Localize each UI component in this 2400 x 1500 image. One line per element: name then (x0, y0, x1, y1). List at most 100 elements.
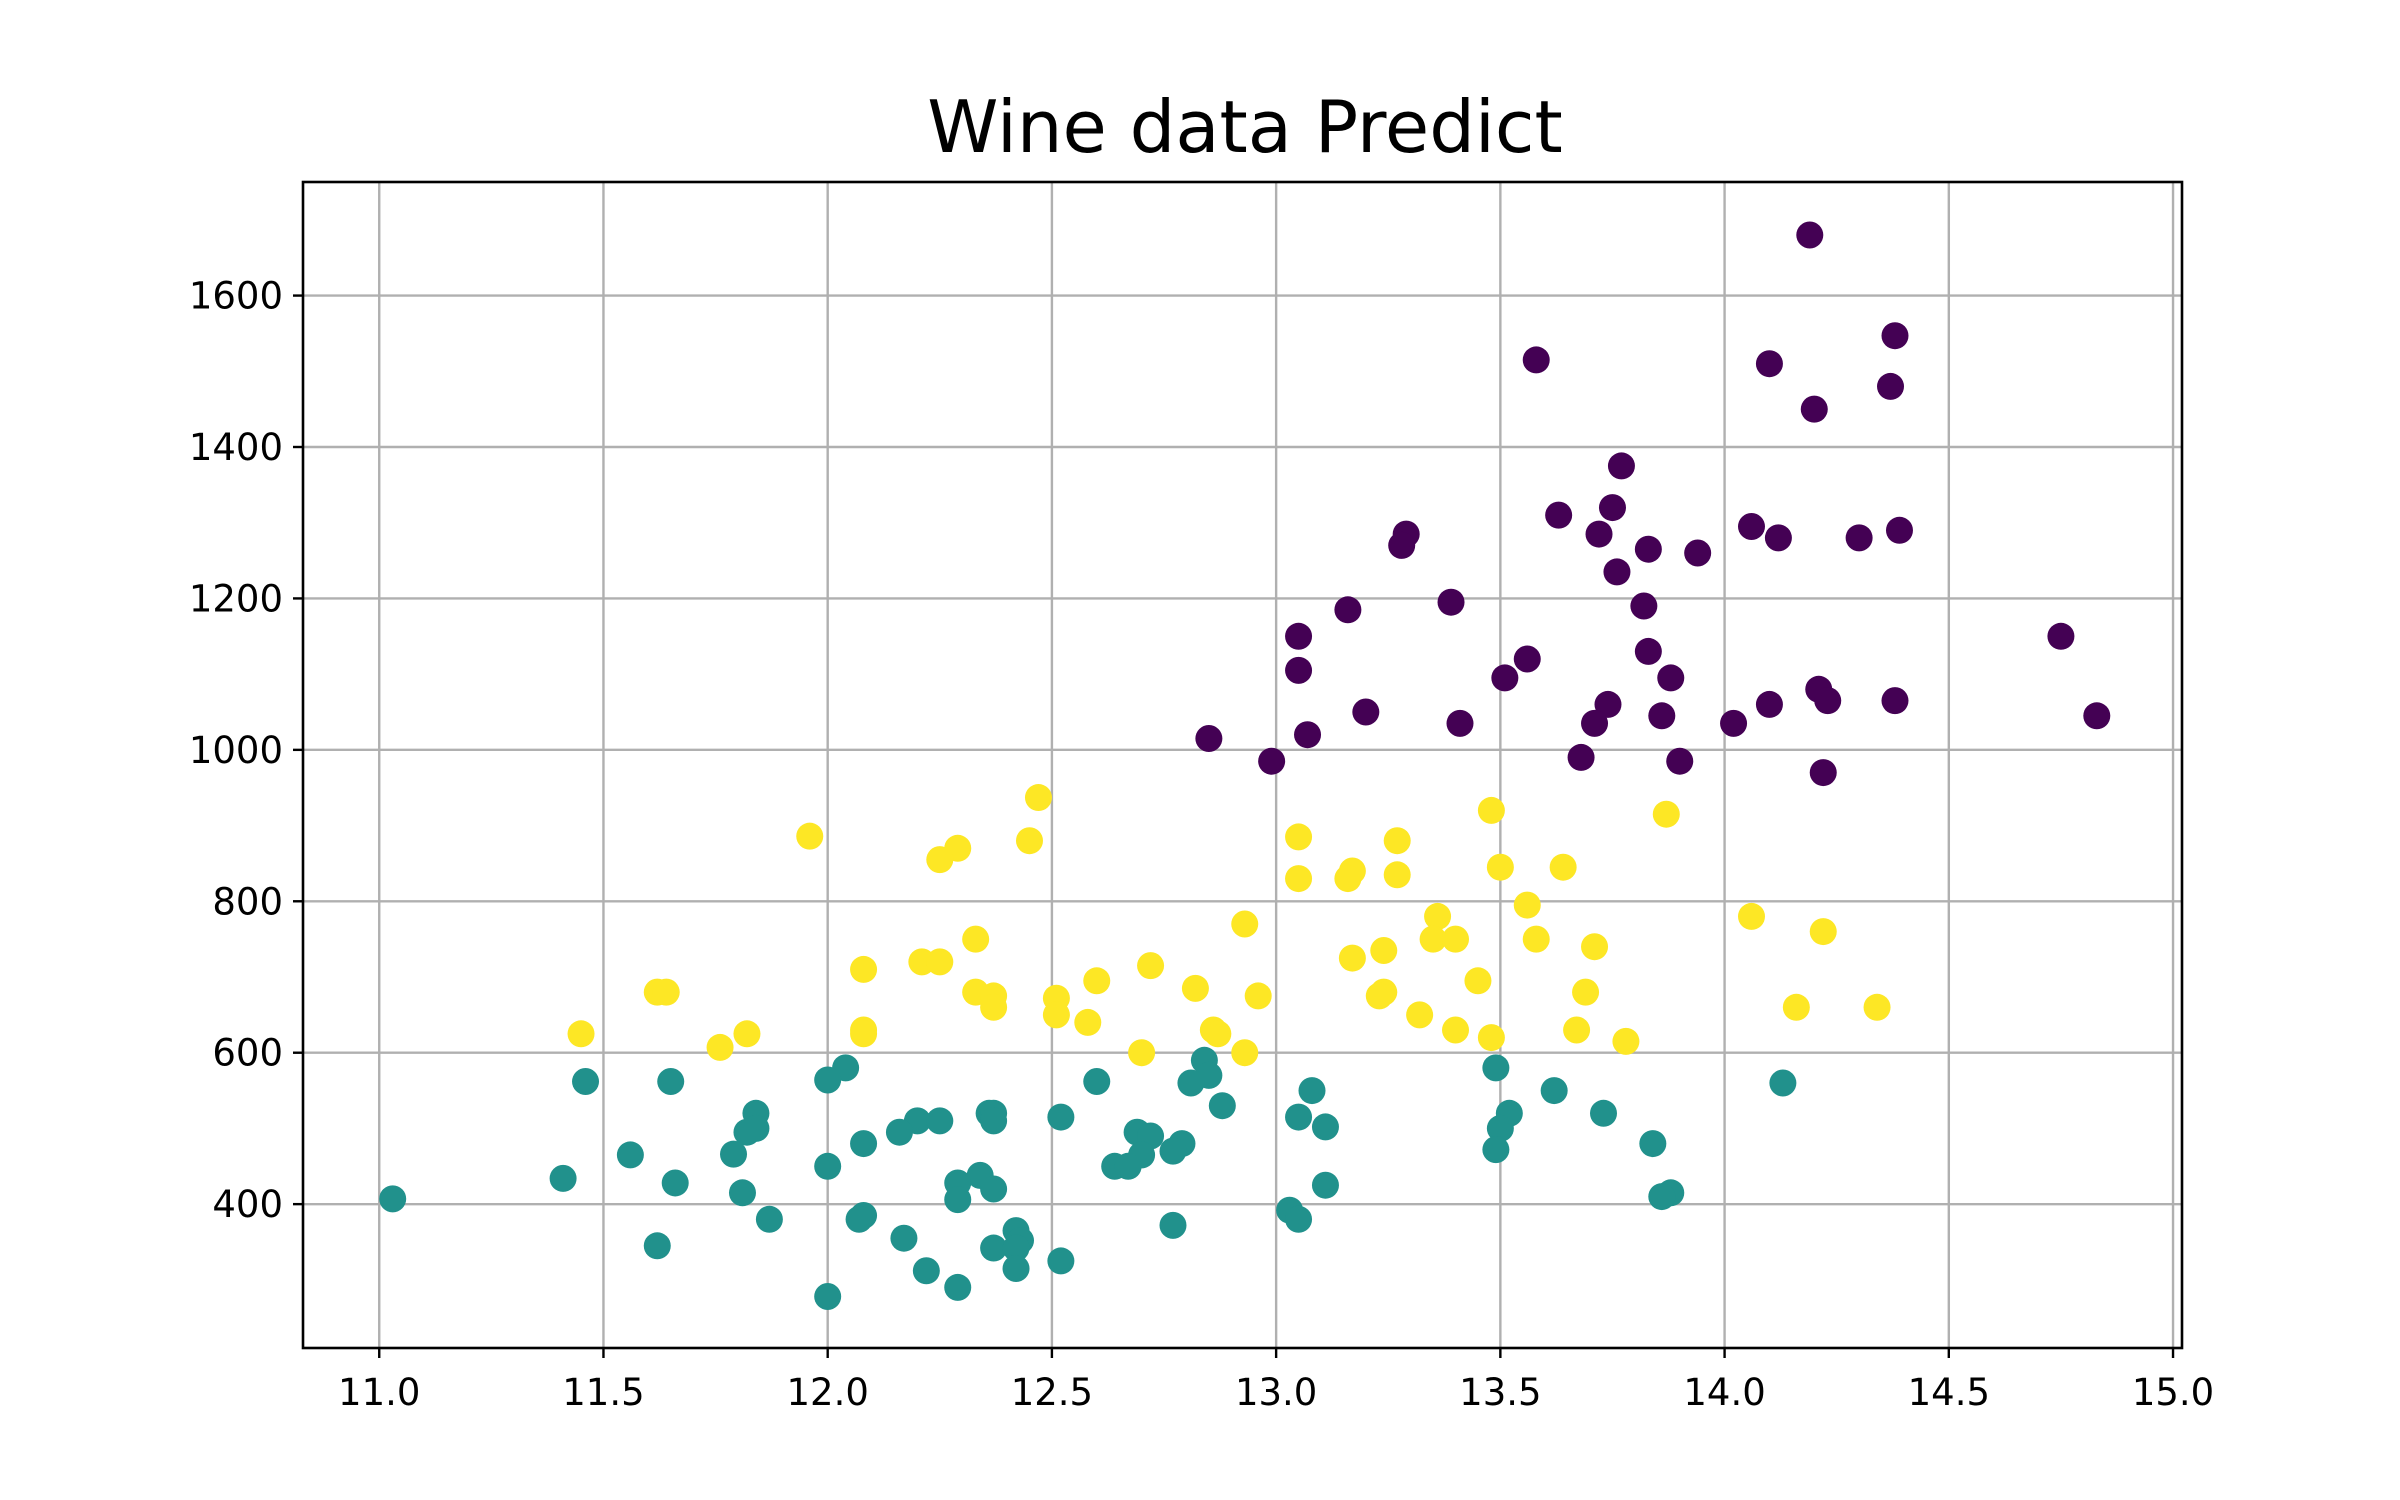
data-point (845, 1205, 873, 1233)
data-point (1630, 592, 1658, 620)
data-point (1477, 796, 1505, 824)
data-point (1365, 982, 1393, 1010)
data-point (1782, 993, 1810, 1021)
data-point (926, 846, 954, 874)
y-tick-label: 1000 (189, 729, 283, 772)
data-point (1042, 1001, 1070, 1029)
data-point (1877, 372, 1905, 400)
data-point (755, 1205, 783, 1233)
data-point (1334, 596, 1362, 624)
data-point (1769, 1069, 1797, 1097)
data-point (1648, 702, 1676, 730)
data-point (1177, 1069, 1205, 1097)
data-point (890, 1224, 918, 1252)
x-tick-label: 11.5 (562, 1371, 644, 1414)
data-point (1311, 1171, 1339, 1199)
data-point (926, 948, 954, 976)
data-point (980, 1107, 1008, 1135)
data-point (1114, 1152, 1142, 1180)
data-point (926, 1107, 954, 1135)
data-point (1585, 520, 1613, 548)
data-point (1298, 1077, 1326, 1105)
data-point (1581, 933, 1609, 961)
data-point (1755, 690, 1783, 718)
data-point (1406, 1001, 1434, 1029)
data-point (1594, 690, 1622, 718)
data-point (1486, 853, 1514, 881)
data-point (1684, 539, 1712, 567)
data-point (1083, 967, 1111, 995)
data-point (814, 1152, 842, 1180)
data-point (1195, 725, 1223, 752)
data-point (1572, 978, 1600, 1006)
data-point (1231, 910, 1259, 938)
data-point (1137, 952, 1165, 980)
data-point (1285, 656, 1313, 684)
chart-title: Wine data Predict (927, 85, 1562, 169)
data-point (1814, 687, 1842, 715)
data-point (1885, 516, 1913, 544)
y-tick-label: 400 (212, 1183, 283, 1226)
data-point (728, 1179, 756, 1207)
data-point (1567, 743, 1595, 771)
data-point (944, 1186, 972, 1214)
x-tick-label: 15.0 (2132, 1371, 2214, 1414)
data-point (616, 1141, 644, 1169)
data-point (1612, 1027, 1640, 1055)
data-point (1590, 1099, 1618, 1127)
data-point (1639, 1130, 1667, 1158)
data-point (1549, 853, 1577, 881)
data-point (1720, 709, 1748, 737)
data-point (1311, 1113, 1339, 1141)
data-point (706, 1033, 734, 1061)
data-point (1285, 823, 1313, 851)
data-point (2083, 702, 2111, 730)
data-point (1666, 747, 1694, 775)
data-point (652, 978, 680, 1006)
data-point (1285, 1103, 1313, 1131)
data-point (1522, 346, 1550, 374)
data-point (1002, 1234, 1030, 1262)
data-point (720, 1140, 748, 1168)
data-point (1477, 1024, 1505, 1052)
data-point (1755, 350, 1783, 378)
data-point (1845, 524, 1873, 552)
data-point (549, 1164, 577, 1192)
data-point (1258, 747, 1286, 775)
data-point (1464, 967, 1492, 995)
data-point (1648, 1183, 1676, 1211)
data-point (1540, 1077, 1568, 1105)
x-tick-label: 14.5 (1908, 1371, 1990, 1414)
data-point (1863, 993, 1891, 1021)
data-point (1159, 1211, 1187, 1239)
data-point (733, 1020, 761, 1048)
data-point (1545, 501, 1573, 529)
data-point (1652, 800, 1680, 828)
data-point (980, 1234, 1008, 1262)
data-point (1074, 1008, 1102, 1036)
data-point (1442, 925, 1470, 953)
data-point (1581, 709, 1609, 737)
data-point (850, 955, 878, 983)
data-point (962, 925, 990, 953)
data-point (885, 1118, 913, 1146)
x-axis: 11.0 11.5 12.0 12.5 13.0 13.5 14.0 14.5 15.0 (338, 1348, 2214, 1414)
data-point (944, 1273, 972, 1301)
x-tick-label: 11.0 (338, 1371, 420, 1414)
data-point (980, 993, 1008, 1021)
data-point (1442, 1016, 1470, 1044)
data-point (1800, 395, 1828, 423)
data-point (1737, 902, 1765, 930)
data-point (1285, 865, 1313, 893)
data-point (1383, 861, 1411, 889)
data-point (1047, 1247, 1075, 1275)
data-point (1128, 1039, 1156, 1067)
data-point (1338, 944, 1366, 972)
data-point (1181, 974, 1209, 1002)
plot-frame (301, 180, 2184, 1350)
data-point (1208, 1092, 1236, 1120)
data-point (850, 1130, 878, 1158)
data-point (1491, 664, 1519, 692)
y-tick-label: 1200 (189, 577, 283, 620)
